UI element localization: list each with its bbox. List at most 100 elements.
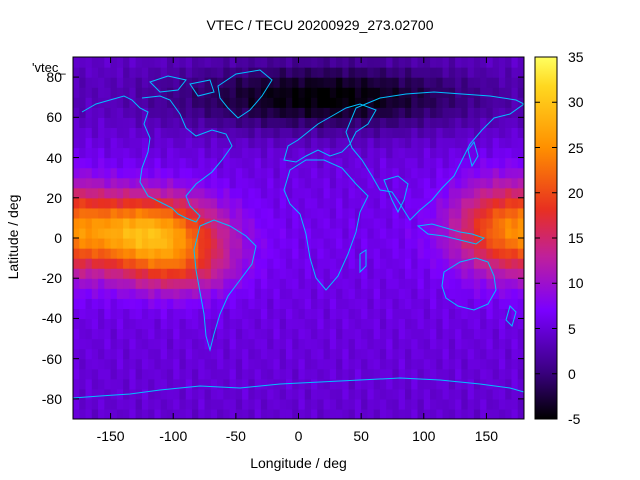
heatmap-cell	[298, 107, 306, 118]
heatmap-cell	[492, 87, 500, 98]
heatmap-cell	[461, 117, 469, 128]
heatmap-cell	[223, 268, 231, 279]
heatmap-cell	[417, 177, 425, 189]
heatmap-cell	[373, 338, 381, 350]
heatmap-cell	[486, 217, 494, 229]
heatmap-cell	[342, 107, 350, 118]
heatmap-cell	[317, 298, 325, 309]
heatmap-cell	[129, 318, 137, 330]
heatmap-cell	[367, 217, 375, 229]
heatmap-cell	[135, 338, 143, 350]
heatmap-cell	[323, 227, 331, 239]
heatmap-cell	[517, 207, 524, 219]
heatmap-cell	[210, 77, 218, 88]
heatmap-cell	[298, 97, 306, 108]
heatmap-cell	[473, 368, 481, 380]
heatmap-cell	[248, 97, 256, 108]
colorbar-tick-label: 35	[568, 49, 584, 65]
heatmap-cell	[404, 318, 412, 330]
heatmap-cell	[229, 398, 237, 410]
heatmap-cell	[173, 147, 181, 159]
heatmap-cell	[404, 217, 412, 229]
heatmap-cell	[91, 358, 99, 370]
heatmap-cell	[179, 308, 187, 320]
heatmap-cell	[417, 67, 425, 78]
heatmap-cell	[311, 298, 318, 309]
heatmap-cell	[317, 348, 325, 360]
heatmap-cell	[223, 368, 231, 380]
heatmap-cell	[292, 238, 300, 249]
heatmap-cell	[73, 398, 80, 410]
heatmap-cell	[455, 217, 462, 229]
heatmap-cell	[98, 358, 105, 370]
heatmap-cell	[260, 298, 268, 309]
heatmap-cell	[285, 177, 293, 189]
colorbar-tick-label: 15	[568, 230, 584, 246]
heatmap-cell	[417, 157, 425, 169]
heatmap-cell	[317, 107, 325, 118]
heatmap-cell	[486, 67, 494, 78]
heatmap-cell	[204, 187, 212, 199]
heatmap-cell	[430, 268, 437, 279]
heatmap-cell	[110, 167, 118, 179]
heatmap-cell	[248, 107, 256, 118]
heatmap-cell	[361, 298, 368, 309]
heatmap-cell	[386, 207, 394, 219]
heatmap-cell	[367, 227, 375, 239]
heatmap-cell	[430, 117, 437, 128]
heatmap-cell	[430, 398, 437, 410]
heatmap-cell	[411, 398, 419, 410]
heatmap-cell	[285, 328, 293, 340]
heatmap-cell	[505, 117, 513, 128]
y-tick-label: 60	[46, 109, 62, 126]
heatmap-cell	[91, 217, 99, 229]
heatmap-cell	[242, 318, 249, 330]
heatmap-cell	[448, 127, 456, 139]
heatmap-cell	[348, 318, 356, 330]
heatmap-cell	[217, 87, 224, 98]
heatmap-cell	[242, 408, 249, 419]
heatmap-cell	[110, 378, 118, 390]
heatmap-cell	[398, 328, 406, 340]
heatmap-cell	[123, 197, 130, 209]
heatmap-cell	[392, 328, 400, 340]
heatmap-cell	[148, 368, 156, 380]
heatmap-cell	[292, 268, 300, 279]
heatmap-cell	[210, 217, 218, 229]
heatmap-cell	[348, 97, 356, 108]
heatmap-cell	[336, 258, 343, 269]
heatmap-cell	[436, 147, 444, 159]
heatmap-cell	[298, 57, 306, 68]
heatmap-cell	[517, 408, 524, 419]
heatmap-cell	[517, 358, 524, 370]
heatmap-cell	[285, 147, 293, 159]
heatmap-cell	[135, 298, 143, 309]
heatmap-cell	[411, 268, 419, 279]
heatmap-cell	[85, 238, 93, 249]
heatmap-cell	[417, 207, 425, 219]
y-tick-label: -40	[41, 310, 62, 327]
heatmap-cell	[273, 398, 281, 410]
heatmap-cell	[480, 388, 488, 400]
heatmap-cell	[492, 57, 500, 68]
heatmap-cell	[173, 358, 181, 370]
heatmap-cell	[486, 57, 494, 68]
heatmap-cell	[129, 137, 137, 149]
heatmap-cell	[154, 408, 162, 419]
heatmap-cell	[198, 87, 206, 98]
heatmap-cell	[185, 187, 193, 199]
heatmap-cell	[104, 368, 112, 380]
heatmap-cell	[91, 207, 99, 219]
heatmap-cell	[404, 258, 412, 269]
heatmap-cell	[461, 177, 469, 189]
heatmap-cell	[98, 87, 105, 98]
heatmap-cell	[210, 177, 218, 189]
heatmap-cell	[98, 217, 105, 229]
heatmap-cell	[392, 348, 400, 360]
heatmap-cell	[505, 77, 513, 88]
heatmap-cell	[379, 368, 387, 380]
heatmap-cell	[354, 378, 362, 390]
heatmap-cell	[467, 358, 475, 370]
heatmap-cell	[486, 328, 494, 340]
heatmap-cell	[486, 308, 494, 320]
